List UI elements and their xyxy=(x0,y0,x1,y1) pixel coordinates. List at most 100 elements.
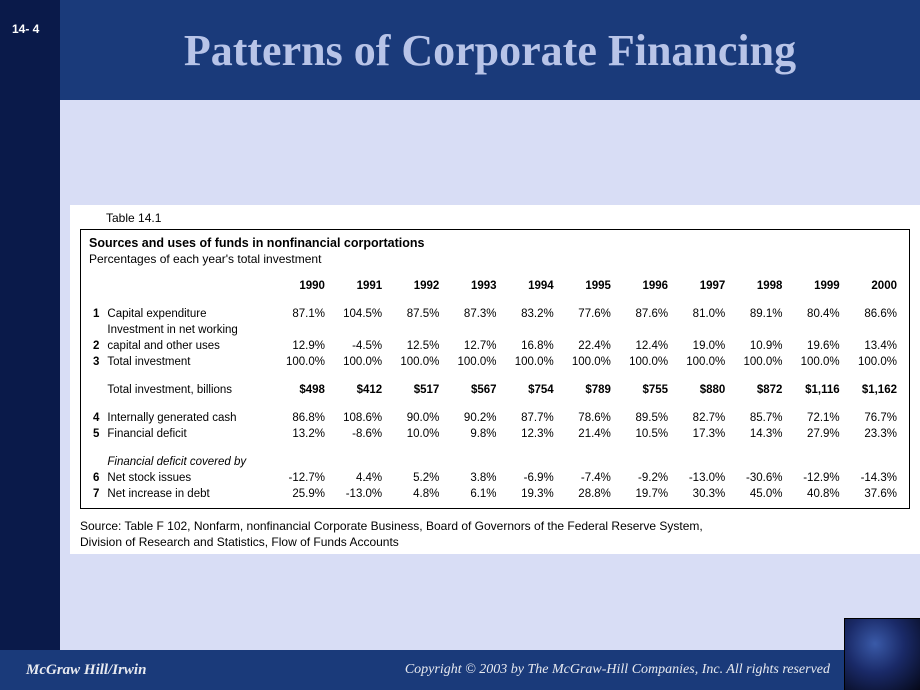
data-cell: $517 xyxy=(386,382,443,398)
year-header: 2000 xyxy=(844,278,901,294)
year-header-row: 1990199119921993199419951996199719981999… xyxy=(89,278,901,294)
table-row: 2capital and other uses12.9%-4.5%12.5%12… xyxy=(89,338,901,354)
data-cell: 4.4% xyxy=(329,470,386,486)
data-cell: 30.3% xyxy=(672,486,729,502)
row-label: Financial deficit xyxy=(103,426,271,442)
data-cell: 19.7% xyxy=(615,486,672,502)
row-label: capital and other uses xyxy=(103,338,271,354)
year-header: 1998 xyxy=(729,278,786,294)
row-label: Capital expenditure xyxy=(103,306,271,322)
data-cell xyxy=(329,322,386,338)
row-label: Net stock issues xyxy=(103,470,271,486)
data-cell: 21.4% xyxy=(558,426,615,442)
data-cell: 25.9% xyxy=(272,486,329,502)
data-cell: 19.0% xyxy=(672,338,729,354)
table-row: 7Net increase in debt25.9%-13.0%4.8%6.1%… xyxy=(89,486,901,502)
data-cell: 14.3% xyxy=(729,426,786,442)
data-cell: 27.9% xyxy=(786,426,843,442)
data-cell: 87.7% xyxy=(501,410,558,426)
table-label: Table 14.1 xyxy=(106,211,920,225)
billions-row: Total investment, billions$498$412$517$5… xyxy=(89,382,901,398)
year-header: 1993 xyxy=(443,278,500,294)
data-cell: $872 xyxy=(729,382,786,398)
data-cell: 17.3% xyxy=(672,426,729,442)
data-cell xyxy=(443,322,500,338)
data-cell: 12.4% xyxy=(615,338,672,354)
year-header: 1999 xyxy=(786,278,843,294)
data-cell: 12.3% xyxy=(501,426,558,442)
data-cell: 3.8% xyxy=(443,470,500,486)
data-cell xyxy=(501,322,558,338)
deficit-header-label: Financial deficit covered by xyxy=(103,454,901,470)
data-cell: 82.7% xyxy=(672,410,729,426)
data-table: 1990199119921993199419951996199719981999… xyxy=(89,278,901,502)
data-cell: $1,162 xyxy=(844,382,901,398)
data-cell: 100.0% xyxy=(558,354,615,370)
data-cell xyxy=(729,322,786,338)
data-cell: 12.7% xyxy=(443,338,500,354)
data-cell xyxy=(272,322,329,338)
data-cell: 100.0% xyxy=(786,354,843,370)
table-row: 4Internally generated cash86.8%108.6%90.… xyxy=(89,410,901,426)
data-cell: -4.5% xyxy=(329,338,386,354)
data-cell: $498 xyxy=(272,382,329,398)
data-cell: 16.8% xyxy=(501,338,558,354)
data-cell: -9.2% xyxy=(615,470,672,486)
row-label: Investment in net working xyxy=(103,322,271,338)
row-label: Total investment, billions xyxy=(103,382,271,398)
data-cell: 100.0% xyxy=(386,354,443,370)
data-cell: 22.4% xyxy=(558,338,615,354)
data-cell: 100.0% xyxy=(729,354,786,370)
data-cell: 87.3% xyxy=(443,306,500,322)
footer: McGraw Hill/Irwin Copyright © 2003 by Th… xyxy=(0,650,920,690)
data-cell: $567 xyxy=(443,382,500,398)
page-number: 14- 4 xyxy=(12,22,39,36)
data-cell xyxy=(615,322,672,338)
data-cell: 90.2% xyxy=(443,410,500,426)
data-cell: $789 xyxy=(558,382,615,398)
data-cell: 87.5% xyxy=(386,306,443,322)
data-cell: 81.0% xyxy=(672,306,729,322)
data-cell: -13.0% xyxy=(672,470,729,486)
data-cell: 85.7% xyxy=(729,410,786,426)
data-cell: -12.9% xyxy=(786,470,843,486)
data-cell: 19.6% xyxy=(786,338,843,354)
data-cell: 100.0% xyxy=(329,354,386,370)
year-header: 1996 xyxy=(615,278,672,294)
data-cell: -12.7% xyxy=(272,470,329,486)
source-line-2: Division of Research and Statistics, Flo… xyxy=(80,535,399,549)
data-cell: $412 xyxy=(329,382,386,398)
data-cell: 100.0% xyxy=(443,354,500,370)
data-cell: -7.4% xyxy=(558,470,615,486)
source-line-1: Source: Table F 102, Nonfarm, nonfinanci… xyxy=(80,519,703,533)
data-cell: 45.0% xyxy=(729,486,786,502)
data-cell: 5.2% xyxy=(386,470,443,486)
data-cell: 87.6% xyxy=(615,306,672,322)
data-cell: 23.3% xyxy=(844,426,901,442)
data-cell xyxy=(672,322,729,338)
data-cell: 78.6% xyxy=(558,410,615,426)
data-cell: 9.8% xyxy=(443,426,500,442)
year-header: 1995 xyxy=(558,278,615,294)
data-cell: 86.6% xyxy=(844,306,901,322)
data-cell: 76.7% xyxy=(844,410,901,426)
data-cell: 90.0% xyxy=(386,410,443,426)
data-cell: 100.0% xyxy=(672,354,729,370)
data-cell: 100.0% xyxy=(501,354,558,370)
table-row: 3Total investment100.0%100.0%100.0%100.0… xyxy=(89,354,901,370)
deficit-header-row: Financial deficit covered by xyxy=(89,454,901,470)
data-cell: 104.5% xyxy=(329,306,386,322)
year-header: 1992 xyxy=(386,278,443,294)
data-cell: 19.3% xyxy=(501,486,558,502)
slide-title: Patterns of Corporate Financing xyxy=(184,25,796,76)
data-cell: $880 xyxy=(672,382,729,398)
table-container: Table 14.1 Sources and uses of funds in … xyxy=(70,205,920,554)
data-cell: 12.9% xyxy=(272,338,329,354)
table-box: Sources and uses of funds in nonfinancia… xyxy=(80,229,910,509)
data-cell: 72.1% xyxy=(786,410,843,426)
data-cell: 100.0% xyxy=(615,354,672,370)
data-cell: 13.2% xyxy=(272,426,329,442)
table-row: Investment in net working xyxy=(89,322,901,338)
year-header: 1991 xyxy=(329,278,386,294)
data-cell xyxy=(386,322,443,338)
